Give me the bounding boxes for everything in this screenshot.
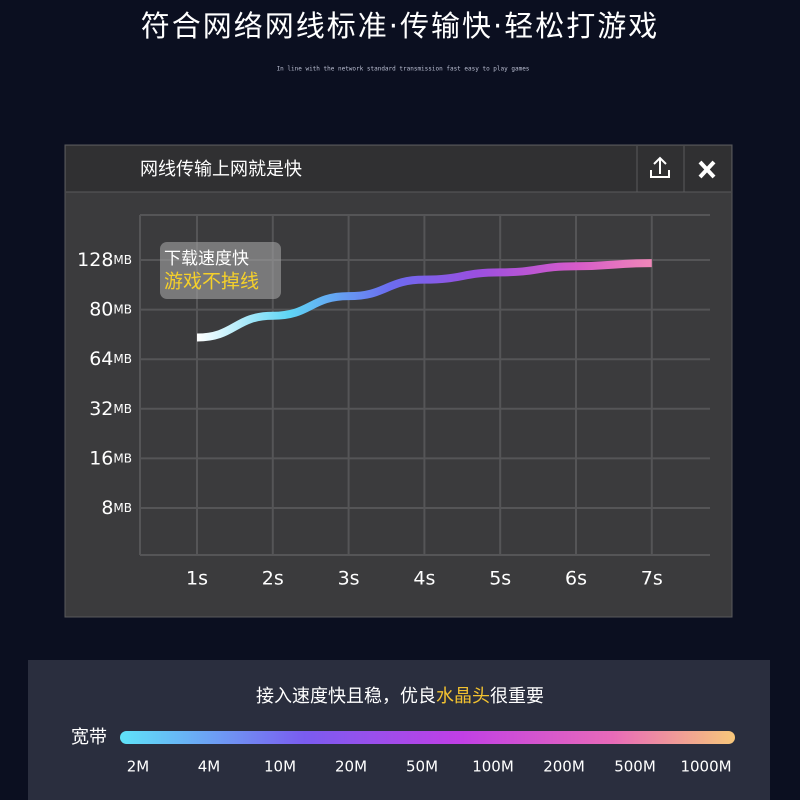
x-tick-label: 4s <box>413 568 435 590</box>
bandwidth-tick-label: 1000M <box>680 758 731 776</box>
bandwidth-tick-label: 10M <box>264 758 296 776</box>
close-button[interactable] <box>698 160 716 179</box>
bandwidth-tick-label: 200M <box>543 758 585 776</box>
bandwidth-label: 宽带 <box>71 727 107 748</box>
bandwidth-tick-label: 100M <box>472 758 514 776</box>
bandwidth-tick-label: 2M <box>127 758 150 776</box>
y-tick-label: 64MB <box>89 348 132 370</box>
bandwidth-tick-label: 500M <box>614 758 656 776</box>
x-tick-label: 3s <box>338 568 360 590</box>
x-tick-label: 1s <box>186 568 208 590</box>
plot-area <box>139 214 710 556</box>
bandwidth-tick-label: 20M <box>335 758 367 776</box>
caption-highlight: 水晶头 <box>436 686 490 707</box>
window-titlebar <box>66 146 731 192</box>
footer-caption: 接入速度快且稳，优良水晶头很重要 <box>256 686 544 707</box>
y-tick-label: 16MB <box>89 447 132 469</box>
page-title: 符合网络网线标准·传输快·轻松打游戏 <box>141 9 659 43</box>
y-tick-label: 80MB <box>89 298 132 320</box>
chart-window <box>64 144 733 618</box>
bandwidth-tick-label: 50M <box>406 758 438 776</box>
x-tick-label: 6s <box>565 568 587 590</box>
caption-part: 很重要 <box>490 686 544 707</box>
bandwidth-tick-label: 4M <box>198 758 221 776</box>
data-line <box>196 259 652 342</box>
annotation-line: 游戏不掉线 <box>164 271 259 293</box>
window-title: 网线传输上网就是快 <box>140 159 302 180</box>
annotation-line: 下载速度快 <box>164 249 249 269</box>
bandwidth-scale: 2M 4M 10M 20M 50M 100M 200M 500M 1000M <box>127 758 732 776</box>
page-subtitle: In line with the network standard transm… <box>277 66 530 73</box>
y-tick-label: 8MB <box>101 497 132 519</box>
caption-part: 接入速度快且稳，优良 <box>256 686 436 707</box>
y-tick-label: 32MB <box>89 397 132 419</box>
x-tick-label: 7s <box>641 568 663 590</box>
footer-panel <box>28 660 770 800</box>
y-tick-label: 128MB <box>77 249 132 271</box>
upload-button[interactable] <box>650 156 670 178</box>
x-tick-label: 5s <box>489 568 511 590</box>
x-tick-label: 2s <box>262 568 284 590</box>
annotation-box <box>160 242 281 299</box>
bandwidth-bar <box>120 731 735 744</box>
